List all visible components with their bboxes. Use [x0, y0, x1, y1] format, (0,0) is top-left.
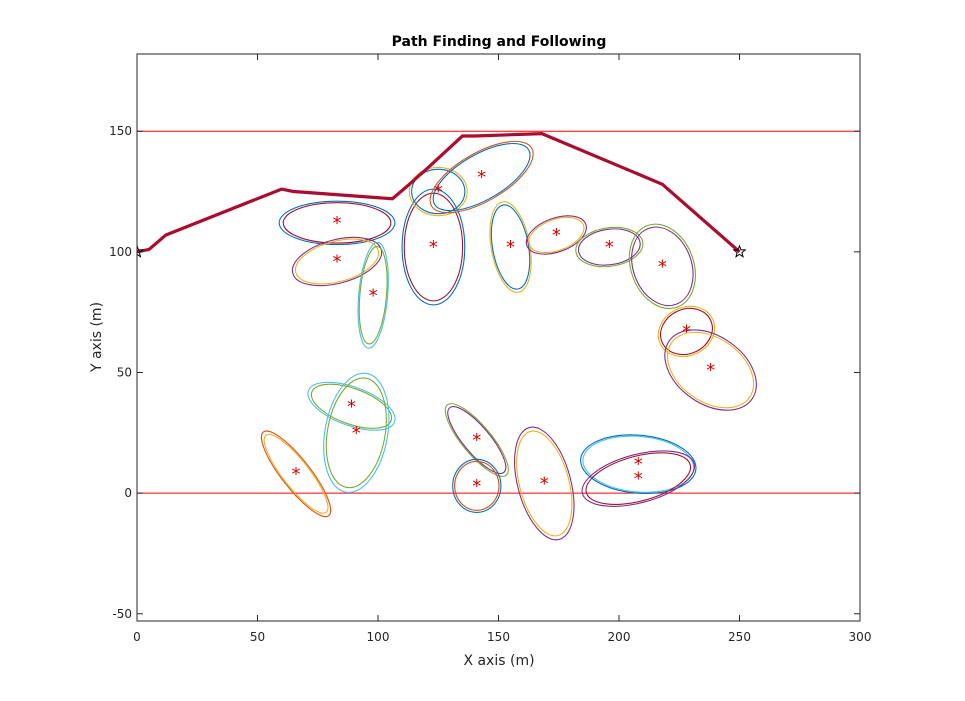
obstacle-0-center-marker: *: [333, 213, 342, 234]
obstacle-8-center-marker: *: [605, 237, 614, 258]
y-tick-label-3: 100: [109, 245, 132, 259]
obstacle-5-ellipse-0: [429, 140, 534, 214]
obstacle-10-ellipse-1: [660, 307, 713, 356]
x-tick-label-2: 100: [367, 630, 390, 644]
y-axis-label: Y axis (m): [89, 302, 105, 373]
obstacle-18-ellipse-1: [582, 435, 695, 493]
obstacle-5-center-marker: *: [477, 167, 486, 188]
obstacle-12-ellipse-0: [307, 381, 396, 431]
x-tick-label-6: 300: [849, 630, 872, 644]
path-reference-line: [137, 133, 740, 253]
obstacle-13-ellipse-0: [323, 372, 390, 494]
obstacle-19-ellipse-0: [581, 450, 696, 507]
obstacle-18-center-marker: *: [634, 454, 643, 475]
x-tick-label-5: 250: [728, 630, 751, 644]
obstacle-17-ellipse-1: [516, 430, 573, 537]
obstacle-17-center-marker: *: [540, 473, 549, 494]
obstacle-1-center-marker: *: [333, 251, 342, 272]
plot-area: [137, 54, 860, 621]
obstacle-19-ellipse-1: [585, 452, 692, 505]
obstacle-15-center-marker: *: [472, 430, 481, 451]
obstacle-17-ellipse-0: [514, 426, 575, 541]
obstacle-1-ellipse-1: [295, 238, 380, 285]
obstacle-3-center-marker: *: [429, 237, 438, 258]
obstacle-13-center-marker: *: [352, 423, 361, 444]
x-tick-label-1: 50: [250, 630, 265, 644]
obstacle-14-ellipse-1: [263, 433, 329, 514]
obstacle-15-ellipse-1: [447, 406, 507, 475]
y-tick-label-2: 50: [117, 365, 132, 379]
obstacle-10-ellipse-0: [657, 305, 716, 358]
obstacle-16-ellipse-0: [452, 458, 502, 513]
obstacle-14-ellipse-0: [260, 430, 332, 518]
obstacle-7-ellipse-0: [525, 215, 587, 255]
obstacle-10-center-marker: *: [682, 321, 691, 342]
obstacle-2-ellipse-1: [358, 246, 388, 345]
x-tick-label-3: 150: [487, 630, 510, 644]
obstacle-16-ellipse-1: [454, 460, 500, 511]
obstacle-9-ellipse-0: [628, 223, 696, 310]
obstacle-2-center-marker: *: [369, 285, 378, 306]
obstacle-8-ellipse-1: [577, 228, 641, 266]
obstacle-5-ellipse-1: [432, 142, 531, 212]
obstacle-11-ellipse-1: [667, 331, 755, 409]
obstacle-6-center-marker: *: [506, 237, 515, 258]
y-tick-label-4: 150: [109, 124, 132, 138]
obstacle-9-center-marker: *: [658, 256, 667, 277]
obstacle-2-ellipse-0: [357, 241, 389, 349]
obstacle-19-center-marker: *: [634, 469, 643, 490]
x-tick-label-4: 200: [608, 630, 631, 644]
obstacle-18-ellipse-0: [580, 434, 697, 495]
plot-content: ***************** ***: [137, 130, 860, 541]
obstacle-12-center-marker: *: [347, 396, 356, 417]
obstacle-0-ellipse-1: [282, 202, 392, 244]
goal-point-marker: [732, 244, 747, 258]
obstacle-4-center-marker: *: [434, 182, 443, 203]
obstacle-6-ellipse-0: [489, 201, 532, 293]
obstacle-12-ellipse-1: [310, 383, 393, 429]
y-tick-label-1: 0: [124, 486, 132, 500]
x-axis-label: X axis (m): [463, 653, 534, 669]
obstacle-15-ellipse-0: [444, 403, 509, 477]
y-tick-label-0: -50: [112, 607, 132, 621]
obstacle-9-ellipse-1: [631, 226, 694, 307]
obstacle-3-ellipse-1: [403, 192, 464, 302]
obstacle-0-ellipse-0: [278, 200, 396, 246]
start-point-marker: [137, 244, 145, 258]
obstacle-16-center-marker: *: [472, 476, 481, 497]
x-tick-label-0: 0: [133, 630, 141, 644]
obstacle-8-ellipse-0: [575, 226, 644, 268]
obstacle-7-center-marker: *: [552, 225, 561, 246]
obstacle-14-center-marker: *: [292, 464, 301, 485]
obstacle-13-ellipse-1: [325, 377, 387, 489]
obstacle-4-ellipse-0: [408, 166, 468, 217]
obstacle-6-ellipse-1: [490, 204, 531, 290]
obstacle-4-ellipse-1: [411, 168, 466, 215]
obstacle-11-ellipse-0: [664, 329, 757, 411]
obstacle-7-ellipse-1: [528, 216, 585, 254]
obstacle-11-center-marker: *: [706, 360, 715, 381]
chart-title: Path Finding and Following: [392, 34, 607, 50]
